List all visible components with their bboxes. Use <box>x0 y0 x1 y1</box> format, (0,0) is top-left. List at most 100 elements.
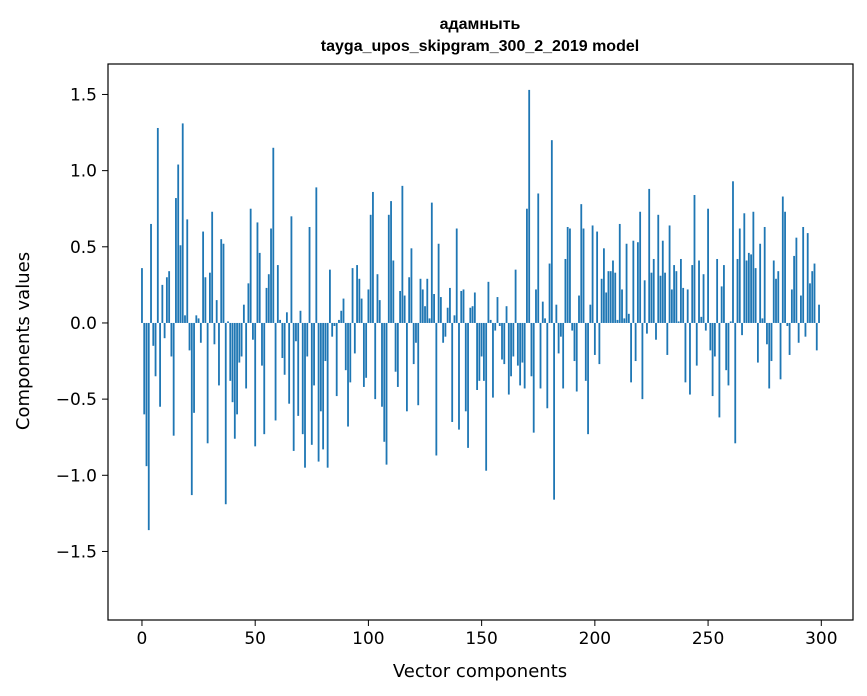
bar-228 <box>657 214 660 323</box>
bar-108 <box>385 322 388 465</box>
bar-253 <box>713 322 716 357</box>
bar-284 <box>784 211 786 323</box>
bar-110 <box>390 201 392 323</box>
bar-298 <box>815 322 818 351</box>
bar-186 <box>562 322 565 389</box>
bar-210 <box>616 319 619 323</box>
bar-45 <box>242 304 245 323</box>
bar-11 <box>165 277 168 323</box>
x-tick-label: 0 <box>137 629 148 649</box>
bar-193 <box>578 295 580 323</box>
bar-150 <box>480 322 483 357</box>
bar-276 <box>766 322 768 345</box>
bar-17 <box>179 245 182 323</box>
bar-212 <box>621 289 623 323</box>
bar-153 <box>487 281 490 323</box>
bar-268 <box>747 252 750 323</box>
y-tick-label: −0.5 <box>56 390 97 410</box>
bar-8 <box>159 322 161 407</box>
bar-136 <box>449 287 451 323</box>
bar-146 <box>471 306 474 323</box>
bar-47 <box>247 283 250 323</box>
bar-5 <box>152 322 155 346</box>
bar-63 <box>283 322 286 375</box>
bar-40 <box>231 322 234 403</box>
bar-96 <box>358 278 361 323</box>
bar-133 <box>442 322 445 343</box>
bar-242 <box>689 322 691 395</box>
bar-291 <box>800 295 802 323</box>
bar-245 <box>695 322 698 366</box>
bar-20 <box>186 219 189 323</box>
bar-14 <box>172 322 175 436</box>
bar-252 <box>711 322 714 397</box>
bar-155 <box>492 322 494 398</box>
bar-151 <box>482 322 485 381</box>
bar-35 <box>220 239 223 323</box>
bar-255 <box>718 322 721 418</box>
y-tick-label: 0.0 <box>70 314 97 334</box>
bar-76 <box>313 322 315 386</box>
bar-58 <box>272 147 275 323</box>
y-tick-label: 1.0 <box>70 162 97 182</box>
bar-127 <box>428 318 431 323</box>
bar-80 <box>322 322 325 450</box>
bar-130 <box>435 322 438 456</box>
bar-88 <box>340 310 343 323</box>
bar-180 <box>548 263 551 323</box>
bar-81 <box>324 322 327 362</box>
bar-167 <box>519 322 522 386</box>
bar-290 <box>797 322 800 343</box>
bar-53 <box>261 322 263 366</box>
bar-79 <box>319 322 322 412</box>
bar-269 <box>750 254 753 323</box>
bar-287 <box>790 289 793 323</box>
bar-206 <box>607 271 610 323</box>
bar-286 <box>788 322 791 355</box>
bar-90 <box>344 322 347 371</box>
bar-118 <box>408 277 411 323</box>
bar-201 <box>596 231 599 323</box>
bar-174 <box>535 289 537 323</box>
bar-175 <box>537 193 540 323</box>
bar-128 <box>430 202 433 323</box>
bar-103 <box>374 322 377 400</box>
bar-31 <box>211 211 214 323</box>
bar-129 <box>433 294 435 323</box>
bar-115 <box>401 185 404 323</box>
bar-138 <box>453 315 456 323</box>
x-axis-ticks: 0 50 100 150 200 250 300 <box>137 620 838 649</box>
bar-226 <box>652 258 655 323</box>
bar-158 <box>498 322 501 327</box>
bar-266 <box>743 213 746 323</box>
bar-120 <box>412 322 415 365</box>
bar-216 <box>630 322 632 383</box>
y-tick-label: −1.0 <box>56 466 97 486</box>
bar-21 <box>188 322 191 351</box>
bar-292 <box>802 226 805 323</box>
bar-52 <box>258 252 261 323</box>
bar-283 <box>781 196 784 323</box>
bar-203 <box>600 278 603 323</box>
bar-121 <box>415 322 417 343</box>
bar-65 <box>288 322 291 404</box>
bar-184 <box>557 322 560 354</box>
bar-25 <box>197 318 200 323</box>
bar-15 <box>175 198 177 323</box>
bar-223 <box>646 322 648 334</box>
bar-289 <box>795 237 798 323</box>
bar-263 <box>736 258 739 323</box>
bar-50 <box>254 322 257 447</box>
bar-117 <box>406 322 408 412</box>
bar-195 <box>582 228 585 323</box>
bar-260 <box>729 321 732 323</box>
bar-131 <box>437 243 440 323</box>
bar-244 <box>693 195 696 323</box>
y-axis-label: Components values <box>13 252 34 430</box>
bar-111 <box>392 260 395 323</box>
bar-77 <box>315 187 318 323</box>
bar-0 <box>141 268 143 323</box>
bar-259 <box>727 322 730 386</box>
bar-22 <box>190 322 193 496</box>
bar-235 <box>673 265 676 323</box>
